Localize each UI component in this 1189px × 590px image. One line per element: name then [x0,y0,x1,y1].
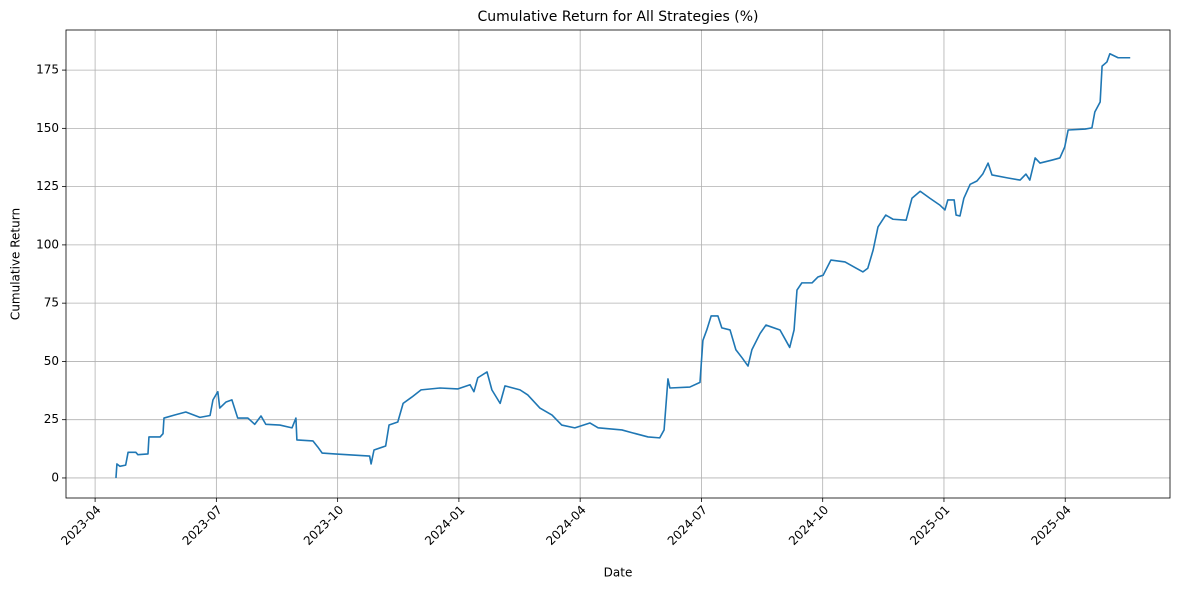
x-tick-label: 2023-10 [301,503,346,548]
x-tick-label: 2024-07 [665,503,710,548]
data-line [115,52,1131,479]
x-tick-label: 2024-10 [786,503,831,548]
y-tick-label: 175 [36,63,59,77]
x-tick-label: 2024-01 [422,503,467,548]
x-tick-label: 2023-04 [58,503,103,548]
y-tick-label: 75 [44,296,59,310]
x-tick-label: 2025-04 [1028,503,1073,548]
x-tick-label: 2025-01 [907,503,952,548]
plot-frame [65,29,1171,499]
y-tick-label: 150 [36,121,59,135]
y-axis-label: Cumulative Return [9,208,23,320]
x-axis-label: Date [604,566,633,580]
x-tick-label: 2023-07 [180,503,225,548]
y-tick-label: 0 [51,470,59,484]
y-tick-label: 100 [36,237,59,251]
x-tick-label: 2024-04 [543,503,588,548]
chart-title: Cumulative Return for All Strategies (%) [478,9,759,25]
y-tick-label: 50 [44,354,59,368]
y-tick-label: 25 [44,412,59,426]
y-tick-label: 125 [36,179,59,193]
